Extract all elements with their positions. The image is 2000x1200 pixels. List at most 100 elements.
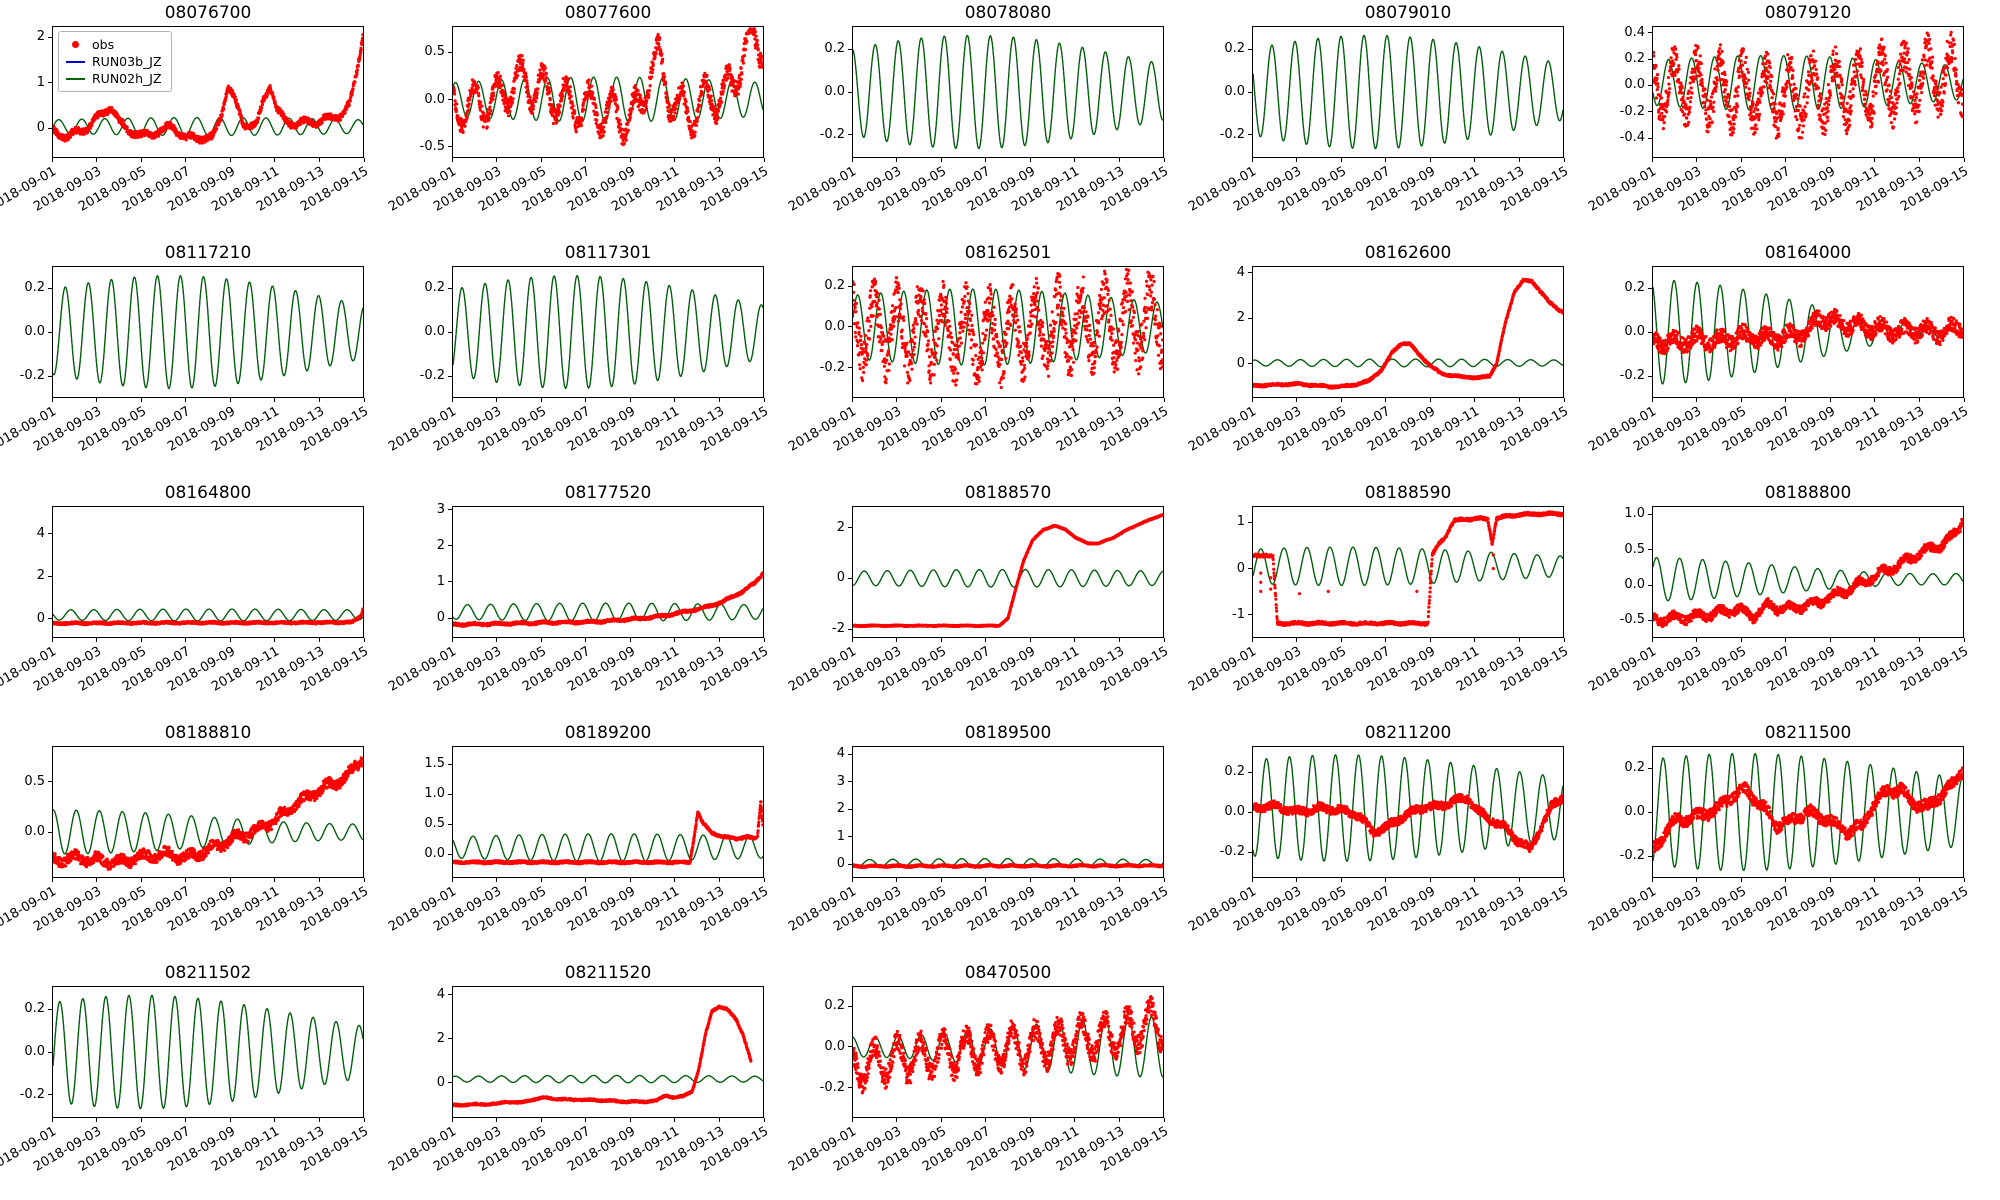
x-tick-mark (1074, 1118, 1076, 1122)
y-tick-mark (1248, 521, 1252, 523)
y-tick-mark (1248, 771, 1252, 773)
x-tick-mark (1163, 638, 1165, 642)
y-tick-mark (448, 581, 452, 583)
x-tick-mark (1429, 638, 1431, 642)
subplot-title: 08164000 (1764, 243, 1852, 263)
subplot-title: 08162600 (1364, 243, 1452, 263)
y-tick-mark (848, 1005, 852, 1007)
y-tick-mark (1648, 111, 1652, 113)
x-tick-mark (1474, 398, 1476, 402)
x-tick-mark (1251, 878, 1253, 882)
plot-area (452, 266, 764, 398)
x-tick-mark (496, 878, 498, 882)
y-tick-mark (1648, 58, 1652, 60)
subplot-08188590: 08188590 -1 0 1 2018-09-01 2018-09-03 2018-09… (1187, 480, 1600, 720)
x-tick-mark (1963, 638, 1965, 642)
plot-area (1652, 26, 1964, 158)
plot-canvas (853, 267, 1163, 397)
y-tick-mark (848, 863, 852, 865)
y-tick-mark (1248, 811, 1252, 813)
x-tick-mark (674, 1118, 676, 1122)
y-tick-label: 0.2 (1624, 280, 1645, 295)
subplot-title: 08076700 (164, 3, 252, 23)
y-tick-mark (448, 1038, 452, 1040)
y-tick-label: 0.2 (824, 41, 845, 57)
y-tick-mark (48, 1008, 52, 1010)
plot-area (852, 746, 1164, 878)
x-tick-mark (1874, 878, 1876, 882)
y-tick-label: 0.0 (1624, 804, 1645, 819)
plot-canvas (1253, 267, 1563, 397)
x-tick-mark (274, 878, 276, 882)
x-tick-mark (1963, 878, 1965, 882)
y-tick-label: -0.4 (1619, 130, 1645, 146)
y-tick-mark (848, 326, 852, 328)
y-tick-label: 0.0 (824, 1038, 845, 1054)
y-tick-label: 2 (1236, 310, 1245, 326)
x-tick-mark (1296, 398, 1298, 402)
y-tick-label: 4 (436, 986, 445, 1002)
x-tick-mark (1918, 398, 1920, 402)
y-tick-label: 0.5 (24, 773, 45, 789)
x-tick-mark (763, 638, 765, 642)
x-tick-mark (1163, 1118, 1165, 1122)
plot-area (852, 506, 1164, 638)
x-tick-mark (1918, 638, 1920, 642)
x-tick-mark (1918, 878, 1920, 882)
x-tick-mark (274, 398, 276, 402)
y-tick-mark (1648, 287, 1652, 289)
x-tick-mark (1118, 158, 1120, 162)
x-tick-mark (1474, 878, 1476, 882)
plot-area (52, 506, 364, 638)
x-tick-mark (51, 158, 53, 162)
x-tick-mark (629, 638, 631, 642)
x-tick-mark (1118, 1118, 1120, 1122)
y-tick-label: 1 (836, 828, 845, 844)
x-tick-mark (1918, 158, 1920, 162)
y-tick-mark (848, 1087, 852, 1089)
y-tick-label: 1.0 (1624, 506, 1645, 522)
y-tick-label: 0 (36, 610, 45, 626)
x-tick-mark (940, 638, 942, 642)
subplot-title: 08211500 (1764, 723, 1852, 743)
plot-canvas (453, 27, 763, 157)
y-tick-label: 4 (836, 746, 845, 762)
y-tick-mark (1648, 584, 1652, 586)
x-tick-mark (985, 1118, 987, 1122)
subplot-title: 08164800 (164, 483, 252, 503)
x-tick-mark (1385, 398, 1387, 402)
y-tick-mark (1648, 137, 1652, 139)
x-tick-mark (496, 398, 498, 402)
x-tick-mark (629, 1118, 631, 1122)
y-tick-mark (1648, 32, 1652, 34)
subplot-08189200: 08189200 0.0 0.5 1.0 1.5 2018-09-01 2018-09-0… (387, 720, 800, 960)
y-tick-label: 0.5 (424, 44, 445, 60)
x-tick-mark (540, 398, 542, 402)
subplot-08117301: 08117301 -0.2 0.0 0.2 2018-09-01 2018-09-03 2… (387, 240, 800, 480)
plot-area (52, 266, 364, 398)
y-tick-mark (48, 375, 52, 377)
y-tick-label: -0.2 (819, 1079, 845, 1095)
x-tick-mark (718, 158, 720, 162)
y-tick-label: 1.5 (424, 756, 445, 771)
legend-item-obs: obs (66, 36, 162, 53)
y-tick-mark (1648, 855, 1652, 857)
x-tick-mark (51, 398, 53, 402)
x-tick-mark (1696, 878, 1698, 882)
plot-canvas (1253, 747, 1563, 877)
run03b-line-icon (66, 60, 85, 63)
y-tick-mark (448, 545, 452, 547)
y-tick-label: -2 (832, 621, 845, 637)
subplot-08211200: 08211200 -0.2 0.0 0.2 2018-09-01 2018-09-03 2… (1187, 720, 1600, 960)
y-tick-label: 2 (36, 29, 45, 45)
x-tick-mark (451, 638, 453, 642)
x-tick-mark (1340, 638, 1342, 642)
y-tick-mark (448, 617, 452, 619)
subplot-title: 08117210 (164, 243, 252, 263)
x-tick-mark (229, 158, 231, 162)
x-tick-mark (140, 638, 142, 642)
x-tick-mark (51, 638, 53, 642)
subplot-08211500: 08211500 -0.2 0.0 0.2 2018-09-01 2018-09-03 2… (1587, 720, 2000, 960)
x-tick-mark (1696, 398, 1698, 402)
x-tick-mark (1829, 638, 1831, 642)
